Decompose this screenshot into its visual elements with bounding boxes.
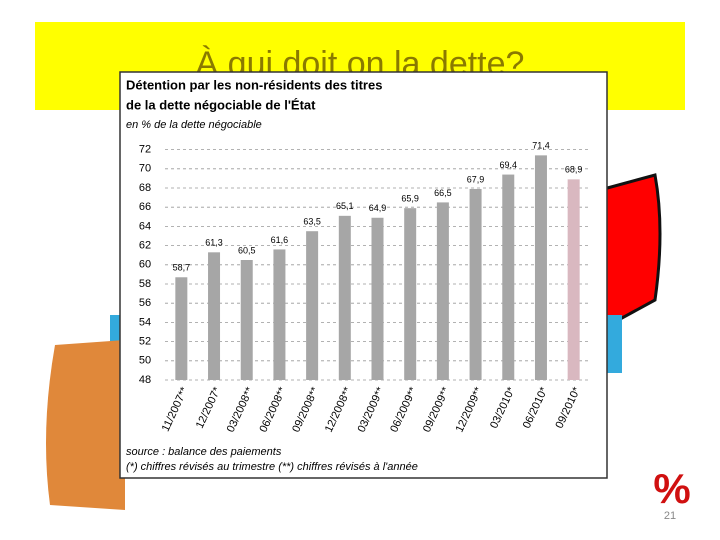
bar [208, 252, 221, 380]
value-label: 65,1 [336, 201, 354, 211]
bar [306, 231, 319, 380]
y-tick-label: 60 [139, 259, 151, 271]
y-tick-label: 68 [139, 182, 151, 194]
y-tick-label: 66 [139, 201, 151, 213]
value-label: 67,9 [467, 174, 485, 184]
map [46, 340, 125, 510]
value-label: 64,9 [369, 203, 387, 213]
value-label: 71,4 [532, 141, 550, 151]
y-tick-label: 52 [139, 336, 151, 348]
value-label: 58,7 [173, 263, 191, 273]
bar [175, 277, 188, 380]
value-label: 66,5 [434, 188, 452, 198]
y-tick-label: 58 [139, 278, 151, 290]
chart-title: de la dette négociable de l'État [126, 97, 316, 112]
value-label: 63,5 [303, 217, 321, 227]
bar [469, 188, 482, 380]
red-flag [598, 173, 662, 333]
chart-frame [119, 71, 608, 479]
chart-title: Détention par les non-résidents des titr… [126, 77, 382, 92]
chart-note: (*) chiffres révisés au trimestre (**) c… [126, 461, 418, 473]
page-number: 21 [664, 510, 676, 522]
bar [534, 155, 547, 380]
value-label: 68,9 [565, 165, 583, 175]
bar [502, 174, 515, 380]
y-tick-label: 50 [139, 355, 151, 367]
y-tick-label: 64 [139, 220, 151, 232]
bar [273, 249, 286, 380]
y-tick-label: 70 [139, 163, 151, 175]
value-label: 65,9 [401, 194, 419, 204]
bar [240, 260, 253, 380]
chart-subtitle: en % de la dette négociable [126, 119, 262, 131]
y-tick-label: 48 [139, 374, 151, 386]
y-tick-label: 62 [139, 240, 151, 252]
value-label: 69,4 [500, 160, 518, 170]
percent-icon: % [653, 465, 690, 512]
y-tick-label: 56 [139, 297, 151, 309]
y-tick-label: 72 [139, 144, 151, 156]
bar [404, 208, 417, 380]
bar [567, 179, 580, 380]
bar [371, 217, 384, 380]
value-label: 61,3 [205, 238, 223, 248]
bar [436, 202, 449, 380]
chart-source: source : balance des paiements [126, 446, 282, 458]
y-tick-label: 54 [139, 316, 151, 328]
value-label: 60,5 [238, 245, 256, 255]
value-label: 61,6 [271, 235, 289, 245]
chart: Détention par les non-résidents des titr… [119, 71, 608, 479]
bar [338, 215, 351, 380]
